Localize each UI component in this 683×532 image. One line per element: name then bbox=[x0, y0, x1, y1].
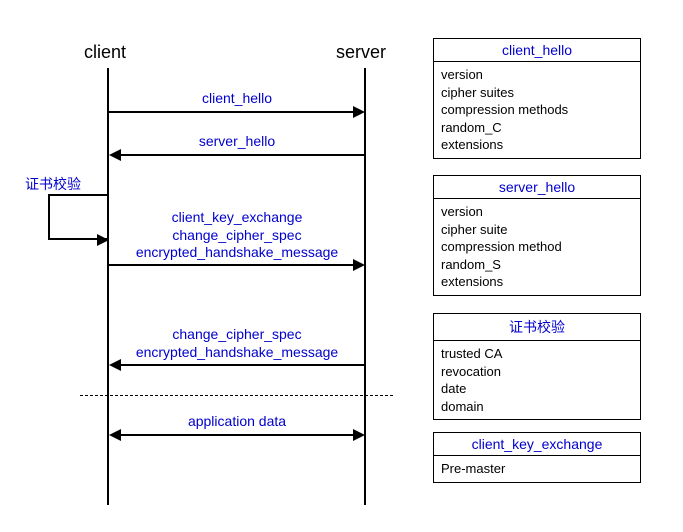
box-cert-verify-body: trusted CA revocation date domain bbox=[434, 341, 640, 419]
msg-server-hello-line bbox=[120, 154, 365, 156]
msg-encrypted-handshake-1: encrypted_handshake_message bbox=[109, 244, 365, 262]
msg-appdata-arrow-right bbox=[353, 429, 365, 441]
msg-block3-label: client_key_exchange change_cipher_spec e… bbox=[109, 209, 365, 262]
box-client-hello-item: random_C bbox=[441, 119, 633, 137]
box-server-hello-item: cipher suite bbox=[441, 221, 633, 239]
self-cert-verify-arrow bbox=[97, 234, 109, 246]
msg-block4-line bbox=[120, 364, 365, 366]
msg-change-cipher-spec-1: change_cipher_spec bbox=[109, 227, 365, 245]
self-cert-verify-label: 证书校验 bbox=[8, 174, 98, 194]
box-cert-verify-item: revocation bbox=[441, 363, 633, 381]
box-server-hello-item: extensions bbox=[441, 273, 633, 291]
box-cert-verify-item: domain bbox=[441, 398, 633, 416]
box-client-hello-item: version bbox=[441, 66, 633, 84]
msg-client-hello-arrow bbox=[353, 106, 365, 118]
diagram-canvas: client server client_hello server_hello … bbox=[0, 0, 683, 532]
box-cert-verify-title: 证书校验 bbox=[434, 314, 640, 341]
box-client-hello-title: client_hello bbox=[434, 39, 640, 62]
msg-appdata-line bbox=[120, 434, 354, 436]
msg-block3-arrow bbox=[353, 259, 365, 271]
msg-server-hello-arrow bbox=[109, 149, 121, 161]
msg-appdata-arrow-left bbox=[109, 429, 121, 441]
msg-client-hello-label: client_hello bbox=[109, 90, 365, 108]
msg-change-cipher-spec-2: change_cipher_spec bbox=[109, 326, 365, 344]
box-client-key-exchange-item: Pre-master bbox=[441, 460, 633, 478]
msg-appdata-label: application data bbox=[109, 413, 365, 431]
msg-block4-arrow bbox=[109, 359, 121, 371]
box-cert-verify-item: date bbox=[441, 380, 633, 398]
box-client-key-exchange-body: Pre-master bbox=[434, 456, 640, 482]
box-server-hello-item: random_S bbox=[441, 256, 633, 274]
msg-client-key-exchange: client_key_exchange bbox=[109, 209, 365, 227]
box-server-hello: server_hello version cipher suite compre… bbox=[433, 175, 641, 296]
box-client-hello-item: compression methods bbox=[441, 101, 633, 119]
box-client-hello-body: version cipher suites compression method… bbox=[434, 62, 640, 158]
box-cert-verify: 证书校验 trusted CA revocation date domain bbox=[433, 313, 641, 420]
msg-block3-line bbox=[109, 264, 355, 266]
box-server-hello-title: server_hello bbox=[434, 176, 640, 199]
box-client-key-exchange: client_key_exchange Pre-master bbox=[433, 432, 641, 483]
phase-divider bbox=[80, 395, 393, 396]
box-client-hello-item: cipher suites bbox=[441, 84, 633, 102]
msg-client-hello-line bbox=[109, 111, 355, 113]
msg-server-hello-label: server_hello bbox=[109, 133, 365, 151]
msg-block4-label: change_cipher_spec encrypted_handshake_m… bbox=[109, 326, 365, 361]
box-server-hello-item: version bbox=[441, 203, 633, 221]
box-server-hello-item: compression method bbox=[441, 238, 633, 256]
box-client-key-exchange-title: client_key_exchange bbox=[434, 433, 640, 456]
box-client-hello: client_hello version cipher suites compr… bbox=[433, 38, 641, 159]
participant-server: server bbox=[336, 42, 386, 63]
msg-encrypted-handshake-2: encrypted_handshake_message bbox=[109, 344, 365, 362]
box-server-hello-body: version cipher suite compression method … bbox=[434, 199, 640, 295]
box-client-hello-item: extensions bbox=[441, 136, 633, 154]
box-cert-verify-item: trusted CA bbox=[441, 345, 633, 363]
participant-client: client bbox=[84, 42, 126, 63]
